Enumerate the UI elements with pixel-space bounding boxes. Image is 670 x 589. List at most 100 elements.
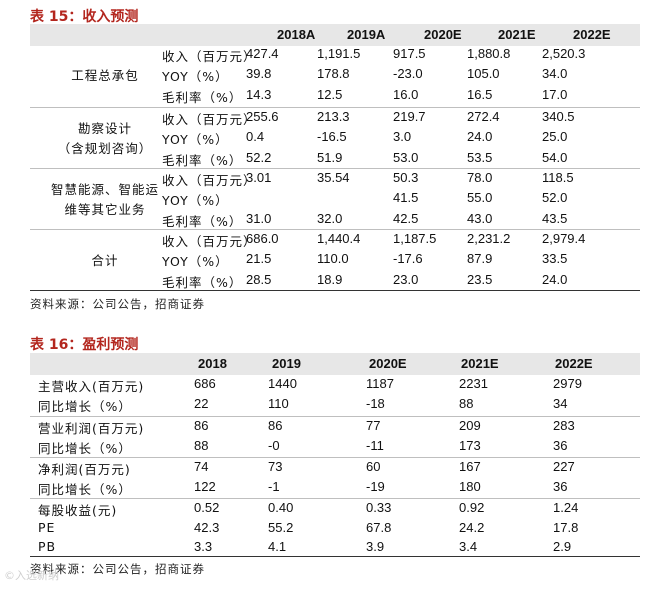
- t15-row-label: YOY（%）: [162, 69, 229, 85]
- t15-row-label: 毛利率（%）: [162, 274, 243, 290]
- t15-cell: 42.5: [393, 210, 419, 226]
- t15-cell: -16.5: [317, 129, 347, 145]
- t15-group-name: 工程总承包: [30, 66, 180, 86]
- t16-row-label: 同比增长（%）: [38, 440, 132, 456]
- t16-col-1: 2019: [272, 356, 301, 371]
- t15-cell: 3.01: [246, 170, 272, 185]
- t16-cell: 17.8: [553, 519, 579, 535]
- t16-cell: 88: [459, 395, 474, 411]
- t15-col-1: 2019A: [347, 27, 386, 42]
- t15-cell: 54.0: [542, 149, 568, 165]
- t16-cell: 2231: [459, 376, 488, 391]
- t16-group-separator: [30, 457, 640, 458]
- t15-cell: 1,880.8: [467, 46, 511, 61]
- t15-cell: 50.3: [393, 170, 419, 185]
- t15-group-name-line: 工程总承包: [71, 68, 139, 84]
- t15-cell: 213.3: [317, 109, 350, 124]
- watermark-logo: ©入选新纳: [4, 569, 59, 582]
- t15-group-name-line: 维等其它业务: [64, 202, 146, 218]
- t15-cell: 31.0: [246, 210, 272, 226]
- t15-cell: 23.5: [467, 271, 493, 287]
- t15-cell: 219.7: [393, 109, 426, 124]
- table16-bottom-rule: [30, 556, 640, 557]
- t16-row-label: PB: [38, 539, 57, 554]
- t15-group-separator: [30, 107, 640, 108]
- t15-cell: 2,231.2: [467, 231, 511, 246]
- t15-group-name: 勘察设计 （含规划咨询）: [30, 119, 180, 159]
- t15-cell: 1,191.5: [317, 46, 361, 61]
- t16-cell: 22: [194, 395, 209, 411]
- t15-cell: 41.5: [393, 190, 419, 206]
- t16-cell: 24.2: [459, 519, 485, 535]
- t16-row-label: PE: [38, 519, 56, 535]
- t16-row-label: 主营收入(百万元): [38, 379, 145, 394]
- t15-cell: 17.0: [542, 86, 568, 102]
- t16-cell: 88: [194, 437, 209, 453]
- t15-cell: 28.5: [246, 271, 272, 287]
- t15-cell: 53.0: [393, 149, 419, 165]
- t16-cell: 1440: [268, 376, 297, 391]
- t16-cell: 2.9: [553, 539, 572, 554]
- t15-cell: 3.0: [393, 129, 412, 145]
- t16-cell: 0.33: [366, 500, 392, 515]
- t15-cell: 1,187.5: [393, 231, 437, 246]
- t15-cell: 255.6: [246, 109, 279, 124]
- t16-cell: 34: [553, 395, 568, 411]
- t16-col-4: 2022E: [555, 356, 593, 371]
- t15-col-4: 2022E: [573, 27, 611, 42]
- t15-group-name-line: 合计: [91, 253, 119, 269]
- t15-cell: 52.2: [246, 149, 272, 165]
- t15-cell: 18.9: [317, 271, 343, 287]
- t15-cell: 87.9: [467, 251, 493, 267]
- t15-cell: 14.3: [246, 86, 272, 102]
- t16-cell: 0.40: [268, 500, 294, 515]
- t15-row-label: YOY（%）: [162, 254, 229, 270]
- t16-col-0: 2018: [198, 356, 227, 371]
- t16-cell: 167: [459, 459, 481, 474]
- t15-cell: 178.8: [317, 66, 350, 82]
- t15-cell: 12.5: [317, 86, 343, 102]
- t16-row-label: 营业利润(百万元): [38, 421, 145, 436]
- t16-cell: -11: [366, 437, 384, 453]
- t15-cell: 16.0: [393, 86, 419, 102]
- t16-cell: 55.2: [268, 519, 294, 535]
- t15-cell: 35.54: [317, 170, 350, 185]
- t15-cell: 43.0: [467, 210, 493, 226]
- t15-cell: 39.8: [246, 66, 272, 82]
- t15-group-name: 合计: [30, 251, 180, 271]
- t15-cell: 2,979.4: [542, 231, 586, 246]
- t15-group-separator: [30, 229, 640, 230]
- t15-cell: 51.9: [317, 149, 343, 165]
- t15-group-name-line: 智慧能源、智能运: [50, 182, 159, 198]
- t15-cell: -17.6: [393, 251, 423, 267]
- t16-cell: 60: [366, 459, 381, 474]
- table15-source: 资料来源：公司公告，招商证券: [30, 297, 205, 311]
- t15-cell: 24.0: [542, 271, 568, 287]
- table16-source: 资料来源：公司公告，招商证券: [30, 562, 205, 576]
- t16-cell: -19: [366, 478, 385, 494]
- t15-group-name-line: （含规划咨询）: [57, 141, 153, 157]
- t16-cell: 42.3: [194, 519, 220, 535]
- t16-row-label: 每股收益(元): [38, 503, 118, 518]
- t15-cell: 23.0: [393, 271, 419, 287]
- t15-row-label: 收入（百万元）: [162, 49, 257, 64]
- t16-cell: -1: [268, 478, 280, 494]
- t15-cell: 21.5: [246, 251, 272, 267]
- t15-col-3: 2021E: [498, 27, 536, 42]
- t15-row-label: 毛利率（%）: [162, 213, 243, 229]
- t16-cell: 67.8: [366, 519, 392, 535]
- t16-cell: 36: [553, 478, 568, 494]
- t15-cell: 427.4: [246, 46, 279, 61]
- t15-cell: -23.0: [393, 66, 423, 82]
- t16-cell: 180: [459, 478, 481, 494]
- t15-row-label: 收入（百万元）: [162, 112, 257, 127]
- t15-row-label: 收入（百万元）: [162, 173, 257, 188]
- t15-cell: 272.4: [467, 109, 500, 124]
- t15-group-name-line: 勘察设计: [77, 121, 132, 137]
- t16-cell: 86: [194, 418, 209, 433]
- t16-cell: 0.52: [194, 500, 220, 515]
- t15-cell: 2,520.3: [542, 46, 586, 61]
- t15-group-separator: [30, 168, 640, 169]
- t15-cell: 24.0: [467, 129, 493, 145]
- t16-cell: 73: [268, 459, 283, 474]
